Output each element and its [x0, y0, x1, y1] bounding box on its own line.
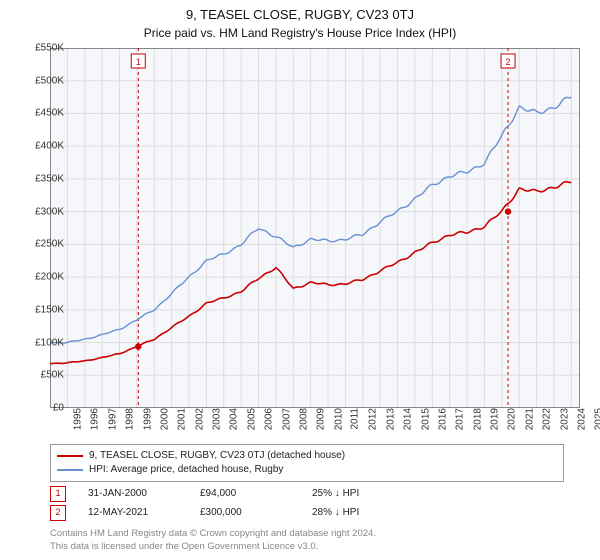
x-tick-label: 2013: [385, 408, 396, 430]
x-tick-label: 2012: [368, 408, 379, 430]
x-tick-label: 2010: [333, 408, 344, 430]
y-tick-label: £400K: [35, 141, 64, 152]
x-tick-label: 2021: [524, 408, 535, 430]
x-tick-label: 1998: [124, 408, 135, 430]
y-tick-label: £550K: [35, 43, 64, 54]
transaction-price: £300,000: [200, 503, 290, 522]
x-tick-label: 2019: [489, 408, 500, 430]
legend-swatch: [57, 455, 83, 457]
x-tick-label: 2015: [420, 408, 431, 430]
x-tick-label: 2008: [298, 408, 309, 430]
legend-label: HPI: Average price, detached house, Rugb…: [89, 463, 283, 477]
transaction-row: 2 12-MAY-2021 £300,000 28% ↓ HPI: [50, 503, 402, 522]
x-tick-label: 2020: [507, 408, 518, 430]
x-tick-label: 1999: [142, 408, 153, 430]
transaction-marker: 2: [50, 505, 66, 521]
x-tick-label: 1995: [72, 408, 83, 430]
x-tick-label: 1997: [107, 408, 118, 430]
x-tick-label: 2017: [455, 408, 466, 430]
x-tick-label: 2022: [541, 408, 552, 430]
legend: 9, TEASEL CLOSE, RUGBY, CV23 0TJ (detach…: [50, 444, 564, 482]
legend-swatch: [57, 469, 83, 471]
x-tick-label: 2018: [472, 408, 483, 430]
x-tick-label: 2011: [350, 408, 361, 430]
transaction-price: £94,000: [200, 484, 290, 503]
x-tick-label: 2014: [402, 408, 413, 430]
attribution-footer: Contains HM Land Registry data © Crown c…: [50, 528, 376, 554]
footer-line-2: This data is licensed under the Open Gov…: [50, 541, 376, 554]
transaction-delta: 25% ↓ HPI: [312, 484, 402, 503]
y-tick-label: £500K: [35, 75, 64, 86]
svg-text:1: 1: [136, 57, 141, 67]
y-tick-label: £0: [53, 403, 64, 414]
footer-line-1: Contains HM Land Registry data © Crown c…: [50, 528, 376, 541]
chart-container: 9, TEASEL CLOSE, RUGBY, CV23 0TJ Price p…: [0, 0, 600, 560]
transaction-date: 12-MAY-2021: [88, 503, 178, 522]
x-tick-label: 2023: [559, 408, 570, 430]
x-tick-label: 2006: [263, 408, 274, 430]
transaction-marker: 1: [50, 486, 66, 502]
y-tick-label: £300K: [35, 206, 64, 217]
y-tick-label: £350K: [35, 173, 64, 184]
chart-area: 12: [50, 48, 580, 408]
transaction-table: 1 31-JAN-2000 £94,000 25% ↓ HPI 2 12-MAY-2021…: [50, 484, 402, 522]
svg-text:2: 2: [506, 57, 511, 67]
legend-item: HPI: Average price, detached house, Rugb…: [57, 463, 557, 477]
x-tick-label: 2005: [246, 408, 257, 430]
chart-plot: 12: [50, 48, 580, 408]
y-tick-label: £200K: [35, 272, 64, 283]
x-tick-label: 2003: [211, 408, 222, 430]
chart-title: 9, TEASEL CLOSE, RUGBY, CV23 0TJ: [0, 0, 600, 24]
x-tick-label: 2007: [281, 408, 292, 430]
legend-item: 9, TEASEL CLOSE, RUGBY, CV23 0TJ (detach…: [57, 449, 557, 463]
y-tick-label: £50K: [41, 370, 64, 381]
x-tick-label: 2002: [194, 408, 205, 430]
y-tick-label: £250K: [35, 239, 64, 250]
y-tick-label: £450K: [35, 108, 64, 119]
y-tick-label: £150K: [35, 304, 64, 315]
x-tick-label: 2001: [177, 408, 188, 430]
x-tick-label: 2025: [594, 408, 600, 430]
transaction-date: 31-JAN-2000: [88, 484, 178, 503]
transaction-delta: 28% ↓ HPI: [312, 503, 402, 522]
chart-subtitle: Price paid vs. HM Land Registry's House …: [0, 24, 600, 40]
x-tick-label: 2000: [159, 408, 170, 430]
x-tick-label: 2009: [316, 408, 327, 430]
legend-label: 9, TEASEL CLOSE, RUGBY, CV23 0TJ (detach…: [89, 449, 345, 463]
x-tick-label: 2024: [576, 408, 587, 430]
x-tick-label: 2016: [437, 408, 448, 430]
x-tick-label: 1996: [90, 408, 101, 430]
y-tick-label: £100K: [35, 337, 64, 348]
transaction-row: 1 31-JAN-2000 £94,000 25% ↓ HPI: [50, 484, 402, 503]
x-tick-label: 2004: [229, 408, 240, 430]
